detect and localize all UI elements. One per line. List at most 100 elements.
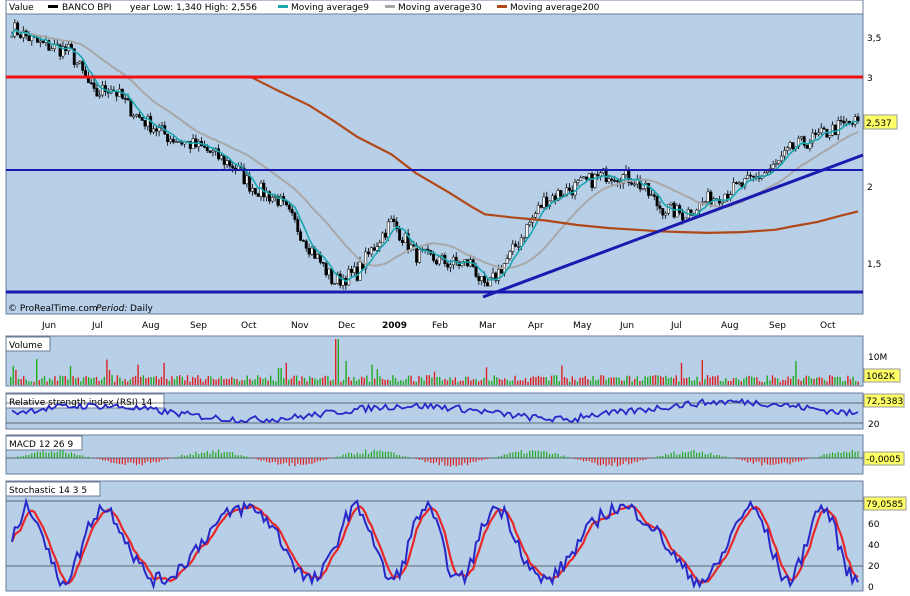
volume-bar [394,378,397,385]
macd-bar [645,458,647,460]
candle-body [669,202,673,206]
candle-body [333,283,337,285]
macd-bar [274,458,276,462]
candle-body [157,127,161,132]
macd-bar [34,452,36,458]
volume-bar [532,376,534,385]
volume-bar [839,376,841,385]
candle-body [222,155,226,165]
candle-body [381,232,385,244]
volume-bar [574,379,576,385]
period-value: Daily [130,304,153,314]
candle-body [21,30,25,38]
x-tick-jul: Jul [91,321,103,331]
candle-body [98,94,102,97]
volume-bar [397,381,399,385]
x-tick-nov: Nov [291,321,309,331]
candle-body [137,114,141,118]
macd-bar [133,458,135,464]
volume-bar [433,371,436,385]
macd-bar [602,458,604,465]
candle-body [256,193,260,197]
x-tick-sep: Sep [190,321,207,331]
candle-body [324,263,328,276]
volume-bar [784,380,787,385]
volume-bar [756,377,758,385]
volume-bar [93,377,95,385]
macd-bar [206,451,208,458]
macd-bar [232,452,234,458]
volume-bar [834,377,836,385]
volume-bar [137,364,139,385]
macd-bar [526,453,528,458]
candle-body [248,175,252,192]
macd-bar [738,458,740,460]
macd-bar [478,458,480,461]
volume-bar [82,377,85,385]
macd-bar [483,458,486,460]
volume-bar [392,375,394,385]
macd-bar [223,451,225,458]
volume-bar [103,376,105,385]
candle-body [446,263,450,268]
candle-body [522,236,526,239]
volume-bar [236,378,238,385]
rsi-polyline [11,398,859,424]
macd-bar [582,458,585,462]
candle-body [208,150,212,153]
volume-bar [626,375,628,385]
candle-body [276,196,280,206]
macd-bar [161,458,163,461]
volume-bar [124,379,126,385]
rsi-last-badge [863,393,905,408]
volume-bar [696,376,698,385]
macd-bar [554,452,556,458]
macd-bar [192,455,194,458]
macd-bar [396,454,398,458]
macd-bar [464,458,466,463]
volume-bar [714,376,716,385]
candle-body [766,170,769,174]
macd-bar [416,458,418,459]
candle-body [856,116,860,122]
volume-bar [129,379,131,385]
volume-bar [852,376,854,385]
macd-bar [322,458,324,461]
macd-bar [486,458,488,460]
volume-bar [587,379,589,385]
volume-bar [493,375,495,385]
y-tick-2: 2 [867,183,873,193]
macd-bar [263,458,265,461]
period-label: Period: [96,304,127,314]
macd-bar [500,455,503,458]
volume-bar [363,377,365,385]
candle-body [573,182,577,196]
candle-body [582,176,585,179]
volume-bar [792,376,794,385]
macd-bar [342,454,344,458]
volume-bar [431,377,433,385]
volume-bar [353,376,355,385]
candle-body [616,180,619,182]
macd-bar [664,453,667,458]
candle-body [253,188,257,195]
last-price-badge [863,114,898,130]
x-tick-jun: Jun [41,321,56,331]
volume-bar [306,381,308,385]
volume-bar [608,377,610,385]
volume-y-tick: 10M [868,353,887,363]
candle-body [853,116,857,125]
rsi-y-tick: 20 [868,420,880,430]
candle-body [321,262,325,264]
volume-bar [327,376,329,385]
candle-body [542,196,546,208]
macd-bar [101,458,104,461]
volume-bar [628,376,631,385]
macd-bar [399,455,401,458]
candle-body [664,212,668,216]
volume-bar [90,378,92,385]
volume-bar [101,379,103,385]
x-tick-jun-2009: Jun [619,321,634,331]
macd-bar [84,456,87,458]
macd-bar [540,451,542,458]
